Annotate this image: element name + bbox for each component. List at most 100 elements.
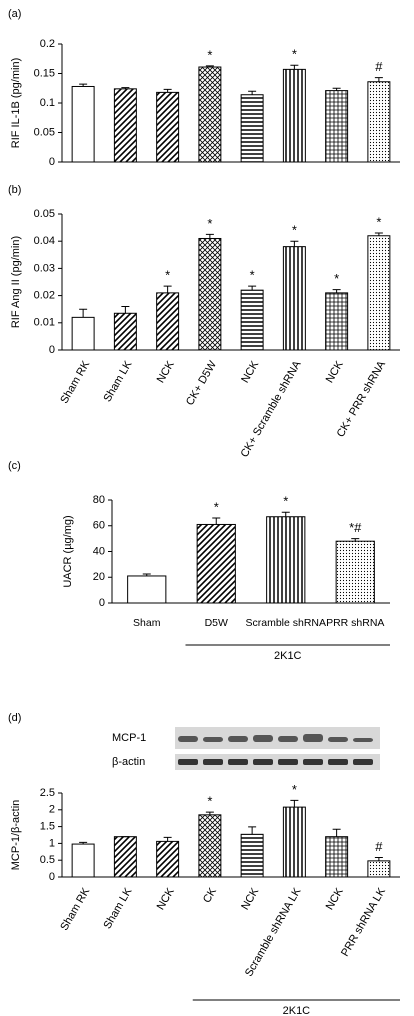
significance-mark: * [250,268,255,283]
y-axis-label: MCP-1/β-actin [10,800,22,871]
significance-mark: * [292,47,297,62]
y-tick-label: 1 [49,837,55,849]
group-label: 2K1C [283,1005,311,1016]
error-bar [290,64,299,70]
x-tick-label: Sham LK [101,358,134,404]
x-tick-label: PRR shRNA LK [339,885,388,958]
error-bar [248,826,257,835]
bar [240,833,264,878]
x-tick-label: Sham RK [58,885,92,932]
y-axis-label: UACR (µg/mg) [62,515,74,587]
y-tick-label: 60 [93,520,105,532]
x-tick-label: PRR shRNA [326,617,384,629]
error-bar [332,87,341,91]
x-tick-label: Sham RK [58,358,92,405]
y-tick-label: 1.5 [40,821,55,833]
y-tick-label: 0.05 [34,126,55,138]
bar [198,237,222,351]
error-bar [281,511,290,517]
error-bar [205,811,214,815]
bar [266,516,306,604]
bar [198,66,222,163]
y-tick-label: 0 [49,871,55,883]
y-axis-label: RIF Ang II (pg/min) [10,236,22,328]
x-tick-label: NCK [155,358,177,385]
bar [282,68,306,163]
panel-label: (c) [8,460,21,472]
error-bar [374,857,383,861]
x-tick-label: Sham [133,617,161,629]
error-bar [290,240,299,247]
significance-mark: * [207,216,212,231]
bar [325,292,349,351]
error-bar [248,90,257,95]
blot-strip [175,754,380,770]
bar [113,88,137,163]
y-tick-label: 0.5 [40,854,55,866]
bar [156,91,180,163]
x-tick-label: Sham LK [101,885,134,931]
y-tick-label: 2 [49,804,55,816]
y-tick-label: 0.15 [34,67,55,79]
error-bar [205,65,214,68]
significance-mark: * [207,794,212,809]
panel-label: (b) [8,184,21,196]
blot-strip [175,727,380,749]
x-tick-label: CK+ PRR shRNA [335,358,389,439]
panel-label: (d) [8,712,21,724]
error-bar [79,83,88,87]
x-tick-label: NCK [324,358,346,385]
significance-mark: *# [349,520,362,535]
error-bar [142,573,151,576]
bar [335,540,375,604]
bar [71,316,95,351]
significance-mark: * [214,499,219,514]
error-bar [248,285,257,291]
significance-mark: # [375,59,383,74]
bar [367,860,391,878]
bar [240,94,264,163]
y-tick-label: 0.1 [40,97,55,109]
significance-mark: * [292,223,297,238]
bar [367,235,391,351]
error-bar [332,289,341,293]
error-bar [212,517,221,525]
y-tick-label: 2.5 [40,787,55,799]
y-axis-label: RIF IL-1B (pg/min) [10,58,22,148]
significance-mark: # [375,839,383,854]
bar [156,292,180,351]
y-tick-label: 80 [93,494,105,506]
bar [198,814,222,878]
x-tick-label: NCK [155,885,177,912]
error-bar [121,87,130,89]
blot-label: MCP-1 [112,732,146,744]
y-tick-label: 0.04 [34,235,55,247]
error-bar [163,285,172,293]
significance-mark: * [376,214,381,229]
significance-mark: * [207,47,212,62]
bar [156,840,180,878]
bar [127,575,167,604]
bar [367,81,391,163]
x-tick-label: CK+ D5W [184,358,219,407]
significance-mark: * [334,271,339,286]
error-bar [163,88,172,93]
bar [282,246,306,351]
bar [71,843,95,878]
error-bar [374,232,383,236]
error-bar [163,836,172,842]
error-bar [205,233,214,239]
significance-mark: * [292,782,297,797]
y-tick-label: 0.02 [34,290,55,302]
panel-label: (a) [8,8,21,20]
error-bar [79,308,88,318]
y-tick-label: 0.01 [34,317,55,329]
western-blot: MCP-1 β-actin [112,727,380,770]
y-tick-label: 0 [49,156,55,168]
y-tick-label: 0.05 [34,208,55,220]
y-tick-label: 40 [93,545,105,557]
x-tick-label: NCK [239,358,261,385]
x-tick-label: Scramble shRNA [245,617,326,629]
bar [325,836,349,878]
